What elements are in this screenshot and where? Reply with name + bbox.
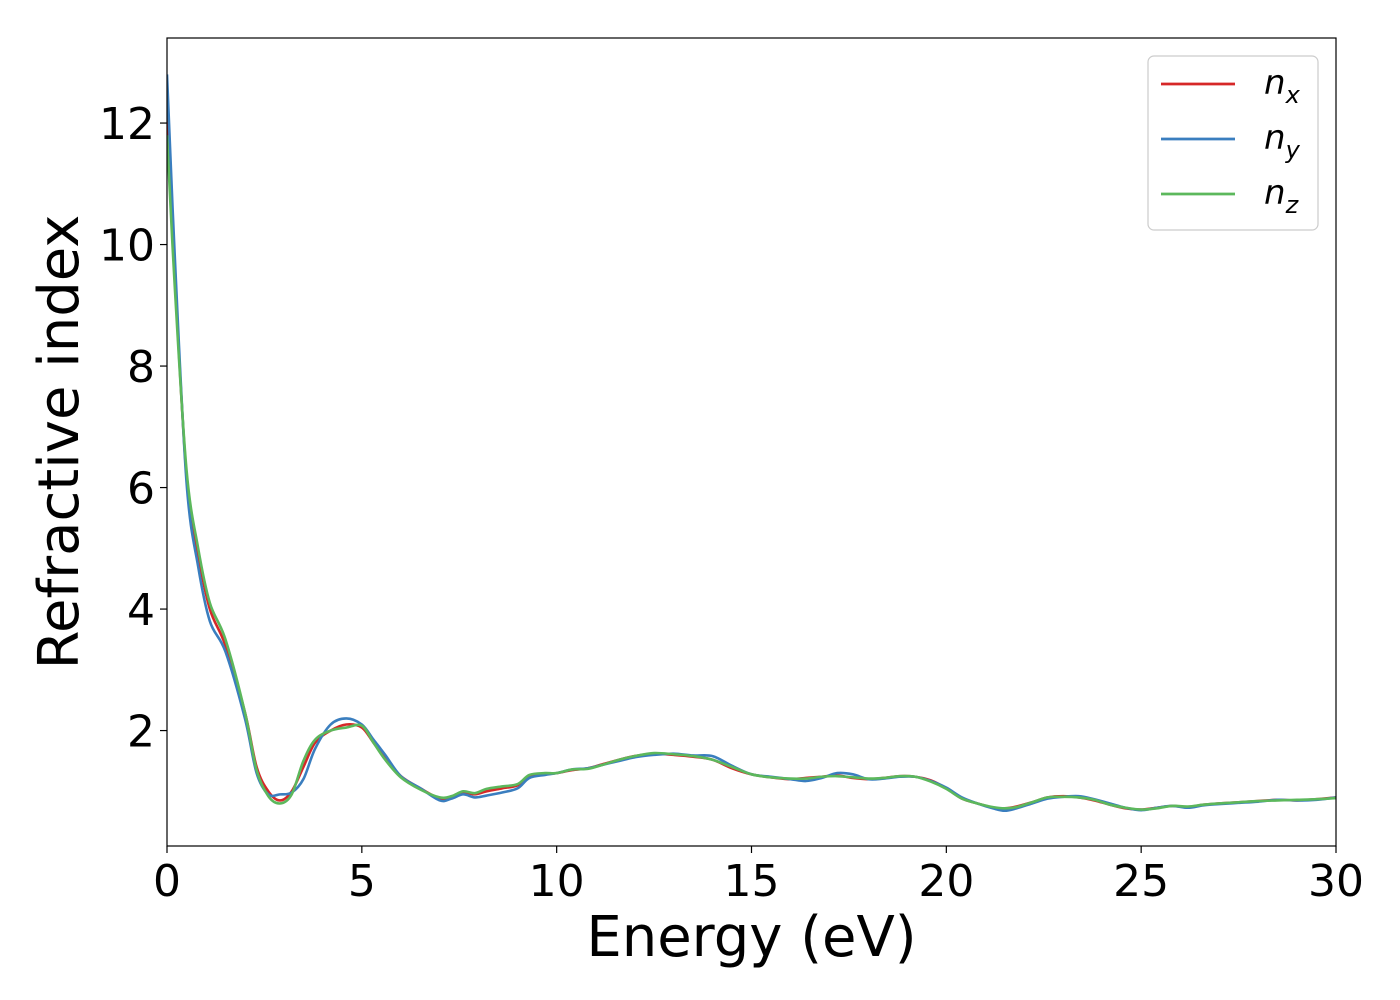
x-axis-ticks: 0 5 10 15 20 25 30 [153, 846, 1364, 907]
x-tick-label: 0 [153, 856, 181, 907]
x-tick-label: 25 [1113, 856, 1169, 907]
x-tick-label: 20 [918, 856, 974, 907]
y-tick-label: 6 [127, 464, 155, 515]
y-tick-label: 2 [127, 707, 155, 758]
x-tick-label: 10 [529, 856, 585, 907]
x-tick-label: 5 [348, 856, 376, 907]
legend: nx ny nz [1147, 55, 1319, 231]
legend-label-nx: nx [1264, 63, 1301, 109]
legend-label-nz: nz [1264, 173, 1300, 219]
legend-label-ny: ny [1264, 118, 1301, 164]
y-axis-title: Refractive index [27, 215, 92, 670]
x-tick-label: 30 [1308, 856, 1364, 907]
y-tick-label: 12 [99, 99, 155, 150]
x-tick-label: 15 [724, 856, 780, 907]
series-line-nz [167, 135, 1336, 811]
y-tick-label: 4 [127, 585, 155, 636]
y-tick-label: 10 [99, 221, 155, 272]
y-tick-label: 8 [127, 342, 155, 393]
plot-area [167, 74, 1336, 813]
y-axis-ticks: 2 4 6 8 10 12 [99, 99, 167, 758]
legend-box [1147, 55, 1319, 231]
x-axis-title: Energy (eV) [586, 905, 916, 970]
